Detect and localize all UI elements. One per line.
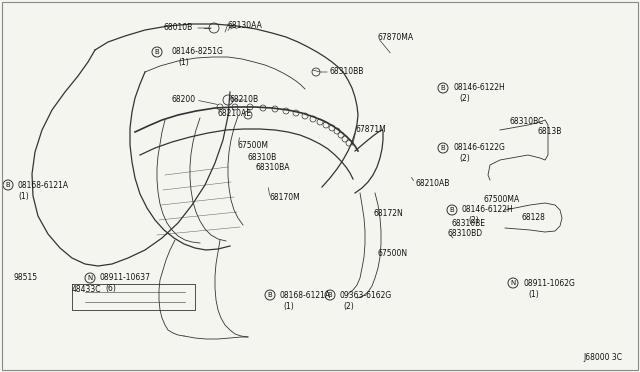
Text: (1): (1) — [18, 192, 29, 201]
Text: 67500M: 67500M — [238, 141, 269, 150]
Text: (1): (1) — [283, 301, 294, 311]
Text: 68128: 68128 — [521, 214, 545, 222]
Text: 48433C: 48433C — [72, 285, 102, 295]
Text: B: B — [268, 292, 273, 298]
Text: 6813B: 6813B — [538, 128, 563, 137]
Text: (6): (6) — [105, 285, 116, 294]
Text: 08146-6122G: 08146-6122G — [453, 144, 505, 153]
Text: 68310BB: 68310BB — [330, 67, 364, 77]
Text: B: B — [155, 49, 159, 55]
Text: 08168-6121A: 08168-6121A — [280, 291, 331, 299]
Text: 08146-6122H: 08146-6122H — [462, 205, 514, 215]
Text: 68130AA: 68130AA — [228, 20, 263, 29]
Text: 68210AE: 68210AE — [218, 109, 252, 118]
Text: 68210AB: 68210AB — [415, 179, 449, 187]
Text: (1): (1) — [178, 58, 189, 67]
Text: 68210B: 68210B — [230, 96, 259, 105]
Text: (2): (2) — [459, 154, 470, 163]
Text: (2): (2) — [459, 93, 470, 103]
Text: 08146-6122H: 08146-6122H — [453, 83, 505, 93]
Text: 68310BD: 68310BD — [448, 228, 483, 237]
Text: (1): (1) — [528, 289, 539, 298]
Text: J68000 3C: J68000 3C — [583, 353, 622, 362]
Text: 68172N: 68172N — [373, 208, 403, 218]
Text: 67500MA: 67500MA — [483, 196, 519, 205]
Text: 68200: 68200 — [172, 96, 196, 105]
Text: 68310B: 68310B — [248, 153, 277, 161]
Text: N: N — [88, 275, 93, 281]
Text: B: B — [440, 145, 445, 151]
Text: (2): (2) — [468, 215, 479, 224]
Text: 67871M: 67871M — [356, 125, 387, 135]
Text: B: B — [6, 182, 10, 188]
Text: 67870MA: 67870MA — [378, 33, 414, 42]
Text: 68310BA: 68310BA — [255, 164, 289, 173]
Text: 68310BC: 68310BC — [510, 118, 545, 126]
Text: 67500N: 67500N — [378, 248, 408, 257]
Text: 68170M: 68170M — [270, 193, 301, 202]
Text: 68310BE: 68310BE — [452, 218, 486, 228]
Text: N: N — [510, 280, 516, 286]
Text: 08146-8251G: 08146-8251G — [172, 48, 224, 57]
Text: 08911-1062G: 08911-1062G — [523, 279, 575, 288]
Text: (2): (2) — [343, 301, 354, 311]
Text: 98515: 98515 — [14, 273, 38, 282]
Text: 09363-6162G: 09363-6162G — [340, 291, 392, 299]
Text: B: B — [328, 292, 332, 298]
Text: B: B — [450, 207, 454, 213]
Text: 08911-10637: 08911-10637 — [100, 273, 151, 282]
Text: B: B — [440, 85, 445, 91]
Text: 68010B: 68010B — [164, 23, 193, 32]
Text: 08168-6121A: 08168-6121A — [18, 180, 69, 189]
